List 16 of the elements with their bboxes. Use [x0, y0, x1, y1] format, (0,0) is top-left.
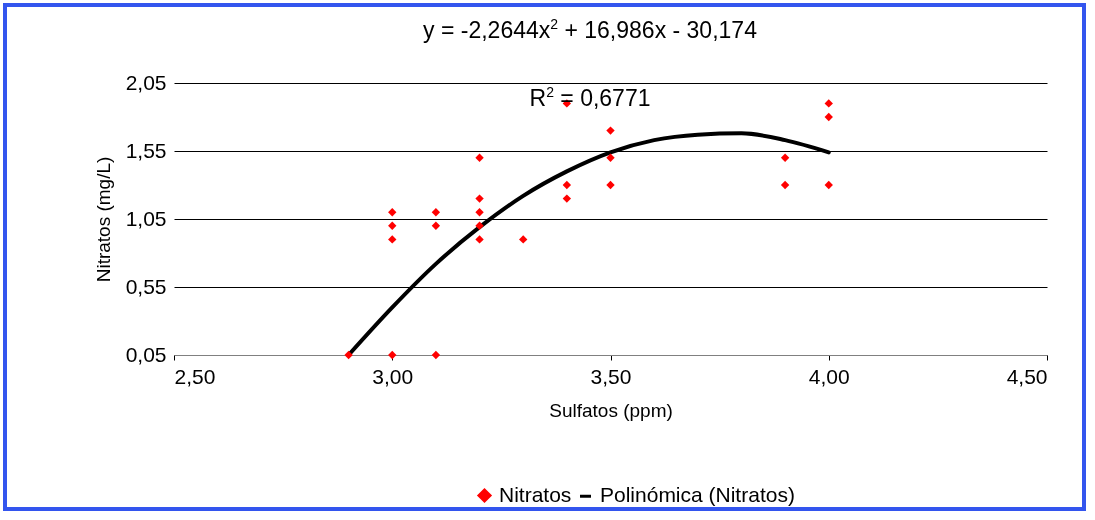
annotation: R$^{2}$ = 0,6771	[529, 84, 651, 112]
x-tick-label: 3,00	[372, 364, 414, 388]
x-tick-label: 4,50	[1006, 364, 1048, 388]
y-tick-label: 1,05	[125, 206, 167, 230]
y-axis-title: Nitratos (mg/L)	[92, 156, 114, 283]
x-tick-label: 3,50	[590, 364, 632, 388]
x-axis-title: Sulfatos (ppm)	[549, 399, 673, 421]
x-tick-label: 2,50	[174, 364, 216, 388]
y-tick-label: 0,55	[125, 274, 167, 298]
y-tick-label: 0,05	[125, 342, 167, 366]
legend-label: Polinómica (Nitratos)	[600, 483, 795, 507]
legend-label: Nitratos	[499, 482, 572, 506]
text: y = -2,2644x$^{2}$ + 16,986x - 30,174	[423, 16, 757, 44]
x-tick-label: 4,00	[808, 364, 850, 388]
y-tick-label: 2,05	[125, 70, 167, 94]
y-tick-label: 1,55	[125, 138, 167, 162]
